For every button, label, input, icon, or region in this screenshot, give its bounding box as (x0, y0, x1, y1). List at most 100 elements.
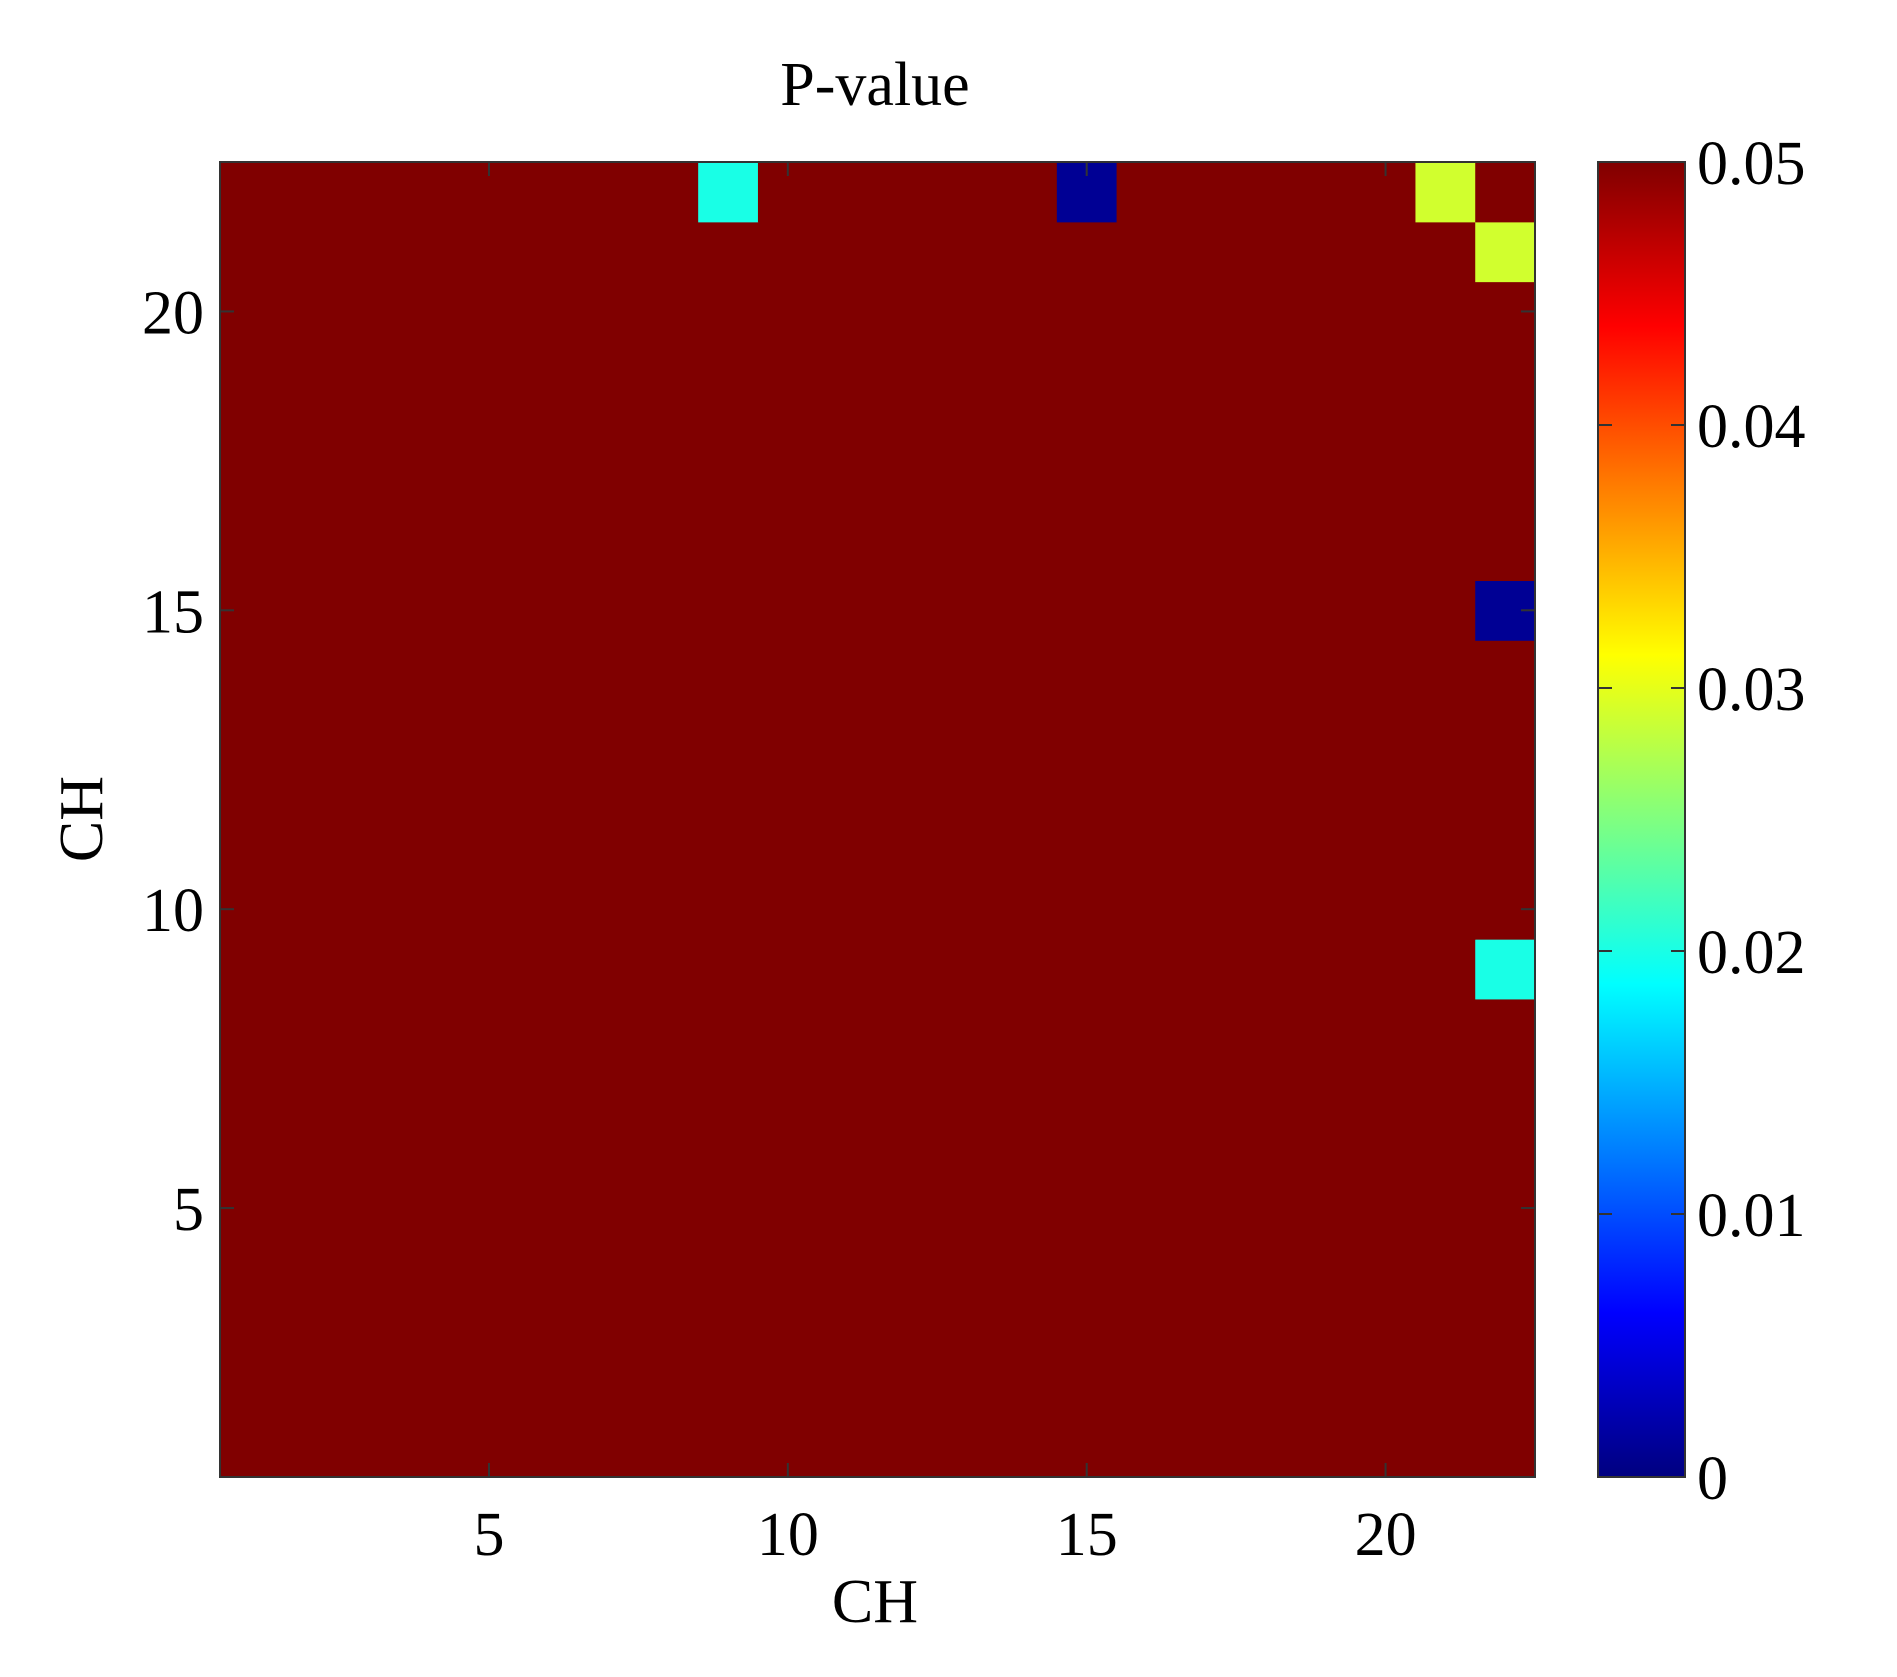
heatmap-cell (518, 1357, 580, 1418)
heatmap-cell (757, 281, 819, 342)
heatmap-cell (459, 699, 520, 761)
heatmap-cell (339, 819, 400, 880)
heatmap-cell (757, 939, 819, 1000)
heatmap-cell (399, 281, 460, 342)
heatmap-cell (518, 520, 580, 582)
heatmap-cell (459, 759, 520, 821)
heatmap-cell (578, 1297, 640, 1359)
heatmap-cell (578, 1357, 640, 1418)
heatmap-cell (817, 162, 879, 223)
heatmap-cell (339, 1417, 400, 1478)
heatmap-cell (1116, 341, 1177, 402)
heatmap-cell (459, 879, 520, 940)
heatmap-cell (578, 401, 640, 462)
heatmap-cell (1295, 221, 1357, 283)
heatmap-cell (459, 580, 520, 641)
heatmap-cell (1176, 162, 1237, 223)
x-tick-label: 10 (757, 1501, 819, 1569)
heatmap-cell (518, 879, 580, 940)
y-tick-label: 5 (173, 1176, 204, 1244)
heatmap-cell (877, 520, 938, 582)
heatmap-cell (1415, 998, 1476, 1060)
heatmap-cell (1236, 640, 1297, 701)
heatmap-cell (399, 401, 460, 462)
heatmap-cell (817, 640, 879, 701)
heatmap-cell (339, 1297, 400, 1359)
colorbar-tick-label: 0 (1697, 1445, 1728, 1513)
heatmap-cell (578, 819, 640, 880)
heatmap-cell (518, 281, 580, 342)
heatmap-cell (1355, 759, 1417, 821)
heatmap-cell (1056, 759, 1118, 821)
heatmap-cell (220, 1357, 281, 1418)
heatmap-cell (1236, 221, 1297, 283)
heatmap-cell (1056, 939, 1118, 1000)
heatmap-cell (1355, 1118, 1417, 1179)
heatmap-cell (877, 281, 938, 342)
heatmap-cell (997, 1118, 1058, 1179)
heatmap-cell (757, 998, 819, 1060)
heatmap-cell (1295, 281, 1357, 342)
heatmap-cell (279, 460, 341, 522)
heatmap-cell (1176, 819, 1237, 880)
heatmap-cell (1415, 939, 1476, 1000)
heatmap-cell (339, 341, 400, 402)
heatmap-cell (638, 1178, 699, 1239)
heatmap-cell (339, 221, 400, 283)
heatmap-cell (757, 1237, 819, 1299)
heatmap-cell (1236, 879, 1297, 940)
heatmap-cell (638, 1058, 699, 1119)
heatmap-cell (937, 1058, 998, 1119)
heatmap-cell (937, 580, 998, 641)
heatmap-cell (1295, 939, 1357, 1000)
heatmap-cell (638, 699, 699, 761)
heatmap-cell (698, 1058, 759, 1119)
heatmap-cell (1295, 580, 1357, 641)
heatmap-cell (399, 1297, 460, 1359)
heatmap-cell (937, 520, 998, 582)
heatmap-cell (399, 1178, 460, 1239)
heatmap-cell (1056, 281, 1118, 342)
heatmap-cell (997, 759, 1058, 821)
heatmap-cell (757, 759, 819, 821)
heatmap-cell (578, 520, 640, 582)
heatmap-cell (399, 879, 460, 940)
heatmap-cell (757, 699, 819, 761)
heatmap-cell (698, 221, 759, 283)
heatmap-cell (638, 1357, 699, 1418)
heatmap-cell (1295, 520, 1357, 582)
heatmap-cell (817, 998, 879, 1060)
colorbar-tick-label: 0.04 (1697, 393, 1806, 461)
heatmap-cell (638, 162, 699, 223)
heatmap-cell (817, 221, 879, 283)
heatmap-cell (757, 401, 819, 462)
heatmap-cell (1355, 699, 1417, 761)
heatmap-cell (1236, 1178, 1297, 1239)
heatmap-cell (698, 1237, 759, 1299)
heatmap-cell (220, 819, 281, 880)
heatmap-cell (1295, 162, 1357, 223)
heatmap-cell (698, 281, 759, 342)
heatmap-cell (757, 1058, 819, 1119)
heatmap-cell (638, 939, 699, 1000)
heatmap-cell (1355, 1058, 1417, 1119)
heatmap-cell (220, 939, 281, 1000)
heatmap-cell (1355, 998, 1417, 1060)
heatmap-cell (1295, 341, 1357, 402)
heatmap-cell (698, 939, 759, 1000)
heatmap-cell (518, 1417, 580, 1478)
heatmap-cell (518, 998, 580, 1060)
heatmap-cell (817, 401, 879, 462)
heatmap-cell (937, 699, 998, 761)
heatmap-cell (1475, 341, 1536, 402)
heatmap-cell (817, 1297, 879, 1359)
heatmap-cell (937, 401, 998, 462)
heatmap-cell (1355, 1237, 1417, 1299)
heatmap-cell (1176, 460, 1237, 522)
heatmap-cell (1415, 1237, 1476, 1299)
heatmap-cell (937, 939, 998, 1000)
heatmap-cell (638, 341, 699, 402)
heatmap-cell (339, 699, 400, 761)
heatmap-cell (937, 1237, 998, 1299)
heatmap-cell (877, 1297, 938, 1359)
